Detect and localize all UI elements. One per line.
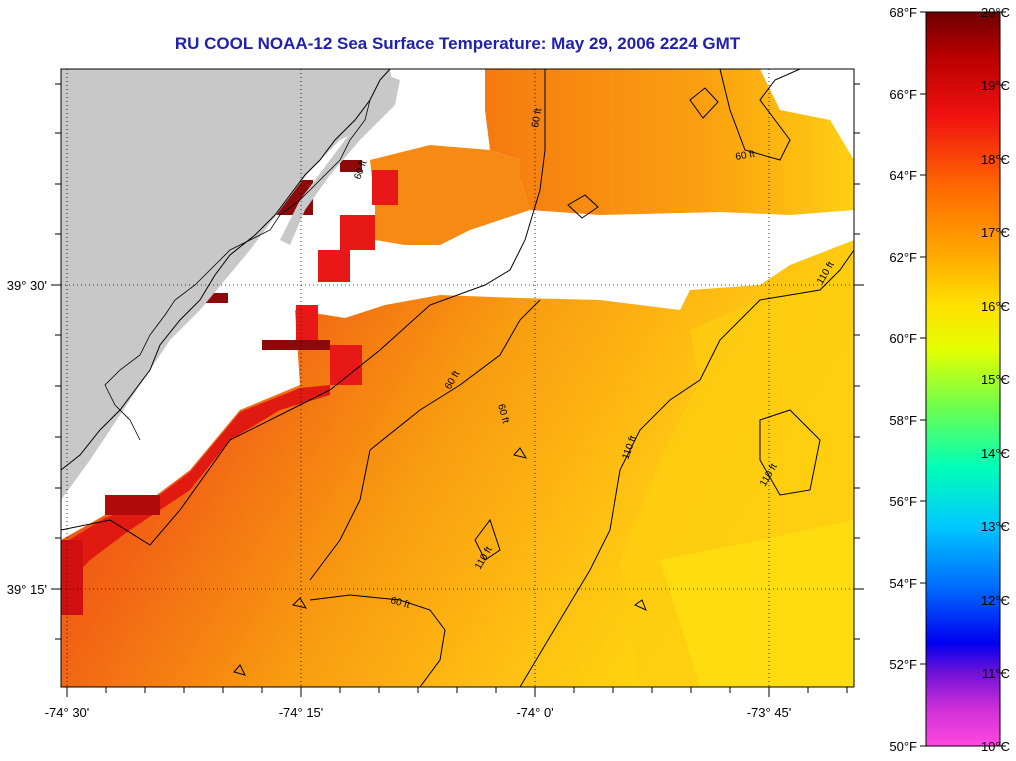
colorbar-ticks: [920, 11, 1006, 747]
celsius-label: 19°C: [981, 78, 1010, 93]
fahrenheit-label: 68°F: [889, 5, 917, 20]
hotspot: [193, 293, 228, 303]
hotspot: [61, 540, 83, 615]
celsius-label: 20°C: [981, 5, 1010, 20]
celsius-label: 10°C: [981, 739, 1010, 754]
sst-field-north-west: [370, 145, 530, 245]
contour-small: [567, 194, 599, 219]
fahrenheit-label: 54°F: [889, 576, 917, 591]
fahrenheit-label: 66°F: [889, 87, 917, 102]
hotspot: [372, 170, 398, 205]
axis-ticks: [51, 83, 864, 697]
coastline-inner: [104, 99, 371, 441]
hotspot: [340, 215, 375, 250]
barrier-island: [280, 69, 400, 245]
map-title: RU COOL NOAA-12 Sea Surface Temperature:…: [174, 34, 741, 53]
hotspot: [318, 250, 350, 282]
contour-small: [634, 599, 647, 611]
celsius-label: 14°C: [981, 446, 1010, 461]
hotspot: [296, 305, 318, 340]
hotspot: [105, 495, 160, 515]
contour-small: [689, 87, 719, 119]
fahrenheit-label: 60°F: [889, 331, 917, 346]
lat-label: 39° 30': [7, 278, 47, 293]
contour-110ft-b: [759, 409, 821, 496]
colorbar: [925, 11, 1001, 747]
fahrenheit-label: 62°F: [889, 250, 917, 265]
hotspot: [262, 340, 330, 350]
celsius-label: 11°C: [982, 666, 1010, 681]
contour-small: [513, 447, 528, 459]
contour-label: 60 ft: [735, 149, 756, 163]
coastline: [61, 69, 391, 471]
contour-label: 60 ft: [389, 595, 411, 611]
land-mass: [61, 69, 395, 500]
fahrenheit-label: 64°F: [889, 168, 917, 183]
colorbar-f-labels: 68°F 66°F 64°F 62°F 60°F 58°F 56°F 54°F …: [889, 5, 917, 754]
colorbar-c-labels: 20°C 19°C 18°C 17°C 16°C 15°C 14°C 13°C …: [981, 5, 1010, 754]
contour-small: [474, 518, 501, 561]
fahrenheit-label: 52°F: [889, 657, 917, 672]
fahrenheit-label: 58°F: [889, 413, 917, 428]
contour-110ft: [519, 249, 854, 687]
celsius-label: 17°C: [981, 225, 1010, 240]
celsius-label: 16°C: [981, 299, 1010, 314]
lat-label: 39° 15': [7, 582, 47, 597]
lon-label: -74° 15': [279, 705, 324, 720]
hotspot: [330, 345, 362, 385]
fahrenheit-label: 56°F: [889, 494, 917, 509]
map-body: 60 ft 60 ft 60 ft 60 ft 60 ft 110 ft 110…: [61, 69, 854, 687]
celsius-label: 15°C: [981, 372, 1010, 387]
contour-label: 60 ft: [530, 107, 544, 128]
contour-small: [233, 664, 246, 676]
hotspot: [340, 160, 362, 172]
contour-small: [292, 597, 308, 609]
celsius-label: 18°C: [981, 152, 1010, 167]
fahrenheit-label: 50°F: [889, 739, 917, 754]
contour-label: 60 ft: [495, 403, 511, 425]
graticule: [61, 69, 854, 687]
lon-label: -74° 30': [45, 705, 90, 720]
lon-label: -74° 0': [516, 705, 553, 720]
sst-field-north: [485, 69, 854, 215]
sst-field-southeast: [660, 520, 854, 687]
lon-label: -73° 45': [747, 705, 792, 720]
celsius-label: 12°C: [981, 593, 1010, 608]
celsius-label: 13°C: [981, 519, 1010, 534]
contour-60ft-b: [309, 299, 541, 581]
contour-60ft-c: [309, 594, 446, 687]
contour-60ft: [61, 69, 546, 546]
contour-50ft-n: [719, 69, 801, 161]
